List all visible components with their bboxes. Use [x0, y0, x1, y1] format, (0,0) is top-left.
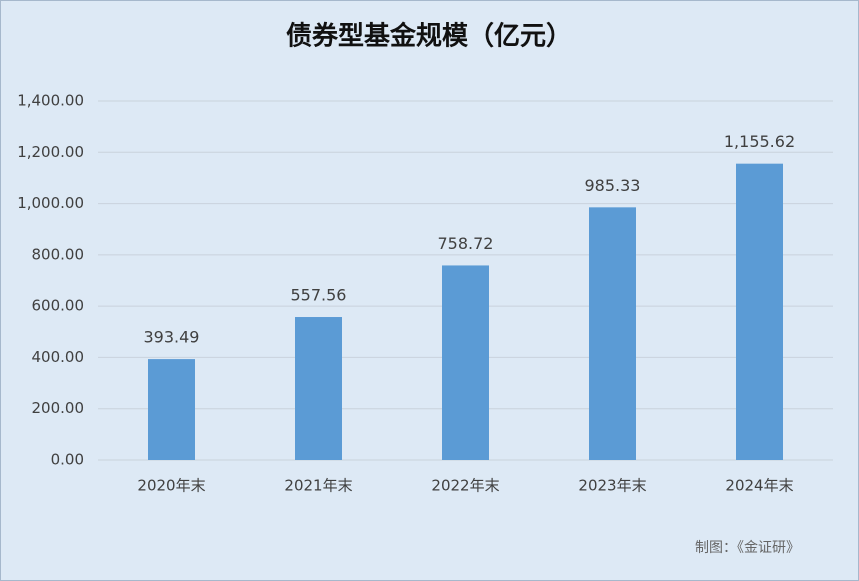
data-label: 557.56 — [291, 286, 347, 305]
data-label: 985.33 — [585, 176, 641, 195]
x-tick-label: 2020年末 — [137, 477, 205, 495]
bar — [589, 207, 636, 460]
chart-title: 债券型基金规模（亿元） — [286, 21, 572, 52]
y-tick-label: 0.00 — [51, 451, 84, 469]
x-tick-label: 2023年末 — [578, 477, 646, 495]
bar — [148, 359, 195, 460]
bar — [295, 317, 342, 460]
annotation: 制图：《金证研》 — [695, 540, 800, 556]
bar — [736, 163, 783, 460]
y-tick-label: 200.00 — [32, 399, 85, 417]
x-tick-label: 2021年末 — [284, 477, 352, 495]
bar — [442, 265, 489, 460]
y-tick-label: 400.00 — [32, 348, 85, 366]
data-label: 393.49 — [144, 328, 200, 347]
data-label: 758.72 — [438, 234, 494, 253]
y-tick-label: 800.00 — [32, 245, 85, 263]
y-tick-label: 600.00 — [32, 297, 85, 315]
data-label: 1,155.62 — [724, 132, 795, 151]
x-tick-label: 2024年末 — [725, 477, 793, 495]
y-tick-label: 1,400.00 — [17, 92, 84, 110]
y-tick-label: 1,200.00 — [17, 143, 84, 161]
x-tick-label: 2022年末 — [431, 477, 499, 495]
y-tick-label: 1,000.00 — [17, 194, 84, 212]
